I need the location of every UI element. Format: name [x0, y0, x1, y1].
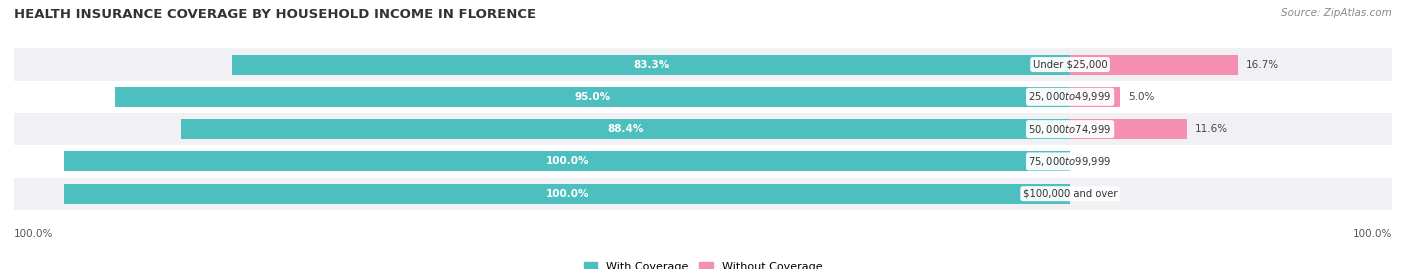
Text: HEALTH INSURANCE COVERAGE BY HOUSEHOLD INCOME IN FLORENCE: HEALTH INSURANCE COVERAGE BY HOUSEHOLD I… — [14, 8, 536, 21]
Text: 11.6%: 11.6% — [1195, 124, 1227, 134]
Text: Source: ZipAtlas.com: Source: ZipAtlas.com — [1281, 8, 1392, 18]
Bar — [14, 81, 1392, 113]
Text: $50,000 to $74,999: $50,000 to $74,999 — [1028, 123, 1112, 136]
Text: 16.7%: 16.7% — [1246, 59, 1279, 70]
Bar — [1070, 119, 1187, 139]
Text: 100.0%: 100.0% — [1353, 229, 1392, 239]
Text: 100.0%: 100.0% — [14, 229, 53, 239]
Text: 88.4%: 88.4% — [607, 124, 644, 134]
Text: 5.0%: 5.0% — [1129, 92, 1154, 102]
Bar — [14, 48, 1392, 81]
Text: Under $25,000: Under $25,000 — [1033, 59, 1108, 70]
Text: 100.0%: 100.0% — [546, 189, 589, 199]
Bar — [115, 87, 1070, 107]
Text: 100.0%: 100.0% — [546, 156, 589, 167]
Text: $100,000 and over: $100,000 and over — [1022, 189, 1118, 199]
Text: 83.3%: 83.3% — [633, 59, 669, 70]
Legend: With Coverage, Without Coverage: With Coverage, Without Coverage — [579, 257, 827, 269]
Bar — [65, 151, 1070, 171]
Text: 0.0%: 0.0% — [1078, 189, 1104, 199]
Bar — [14, 113, 1392, 145]
Bar — [1070, 55, 1239, 75]
Bar — [65, 184, 1070, 204]
Bar — [232, 55, 1070, 75]
Text: $25,000 to $49,999: $25,000 to $49,999 — [1028, 90, 1112, 103]
Text: 0.0%: 0.0% — [1078, 156, 1104, 167]
Text: $75,000 to $99,999: $75,000 to $99,999 — [1028, 155, 1112, 168]
Text: 95.0%: 95.0% — [574, 92, 610, 102]
Bar — [1070, 87, 1121, 107]
Bar — [14, 178, 1392, 210]
Bar — [14, 145, 1392, 178]
Bar — [181, 119, 1070, 139]
